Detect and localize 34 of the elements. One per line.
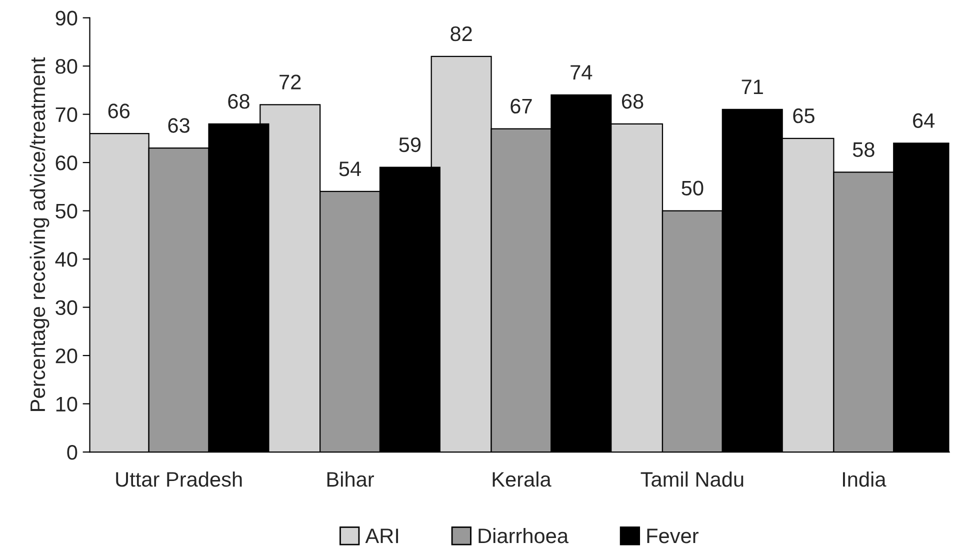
data-label: 54 xyxy=(339,162,361,176)
y-axis-title: Percentage receiving advice/treatment xyxy=(30,57,50,411)
y-tick-label: 90 xyxy=(56,10,78,26)
legend-label: ARI xyxy=(365,528,398,544)
x-tick-label: Bihar xyxy=(327,471,374,487)
y-tick-label: 80 xyxy=(56,59,78,74)
data-label: 66 xyxy=(108,104,130,118)
y-tick-label: 20 xyxy=(56,348,78,364)
x-tick-label: Tamil Nadu xyxy=(640,471,744,487)
x-tick-label: Uttar Pradesh xyxy=(116,471,242,487)
y-tick-label: 10 xyxy=(56,396,78,412)
y-tick-label: 60 xyxy=(56,156,78,170)
x-tick-label: India xyxy=(843,471,886,487)
x-tick-label: Kerala xyxy=(492,471,552,487)
data-label: 58 xyxy=(852,142,874,157)
data-label: 50 xyxy=(682,180,704,196)
legend-label: Diarrhoea xyxy=(478,528,569,544)
y-tick-label: 40 xyxy=(55,252,78,267)
y-tick-label: 70 xyxy=(56,107,78,122)
y-tick-label: 50 xyxy=(56,204,78,219)
data-label: 59 xyxy=(399,137,421,152)
data-label: 74 xyxy=(570,65,592,80)
data-label: 71 xyxy=(742,80,763,94)
data-label: 72 xyxy=(280,74,301,90)
legend-label: Fever xyxy=(647,528,698,544)
data-label: 65 xyxy=(793,108,814,124)
data-label: 67 xyxy=(510,98,532,114)
data-label: 68 xyxy=(622,94,644,109)
y-tick-label: 0 xyxy=(67,445,78,460)
data-label: 64 xyxy=(913,113,935,128)
data-label: 63 xyxy=(168,118,190,133)
data-label: 68 xyxy=(228,94,250,109)
data-label: 82 xyxy=(450,26,472,42)
y-tick-label: 30 xyxy=(56,300,78,316)
